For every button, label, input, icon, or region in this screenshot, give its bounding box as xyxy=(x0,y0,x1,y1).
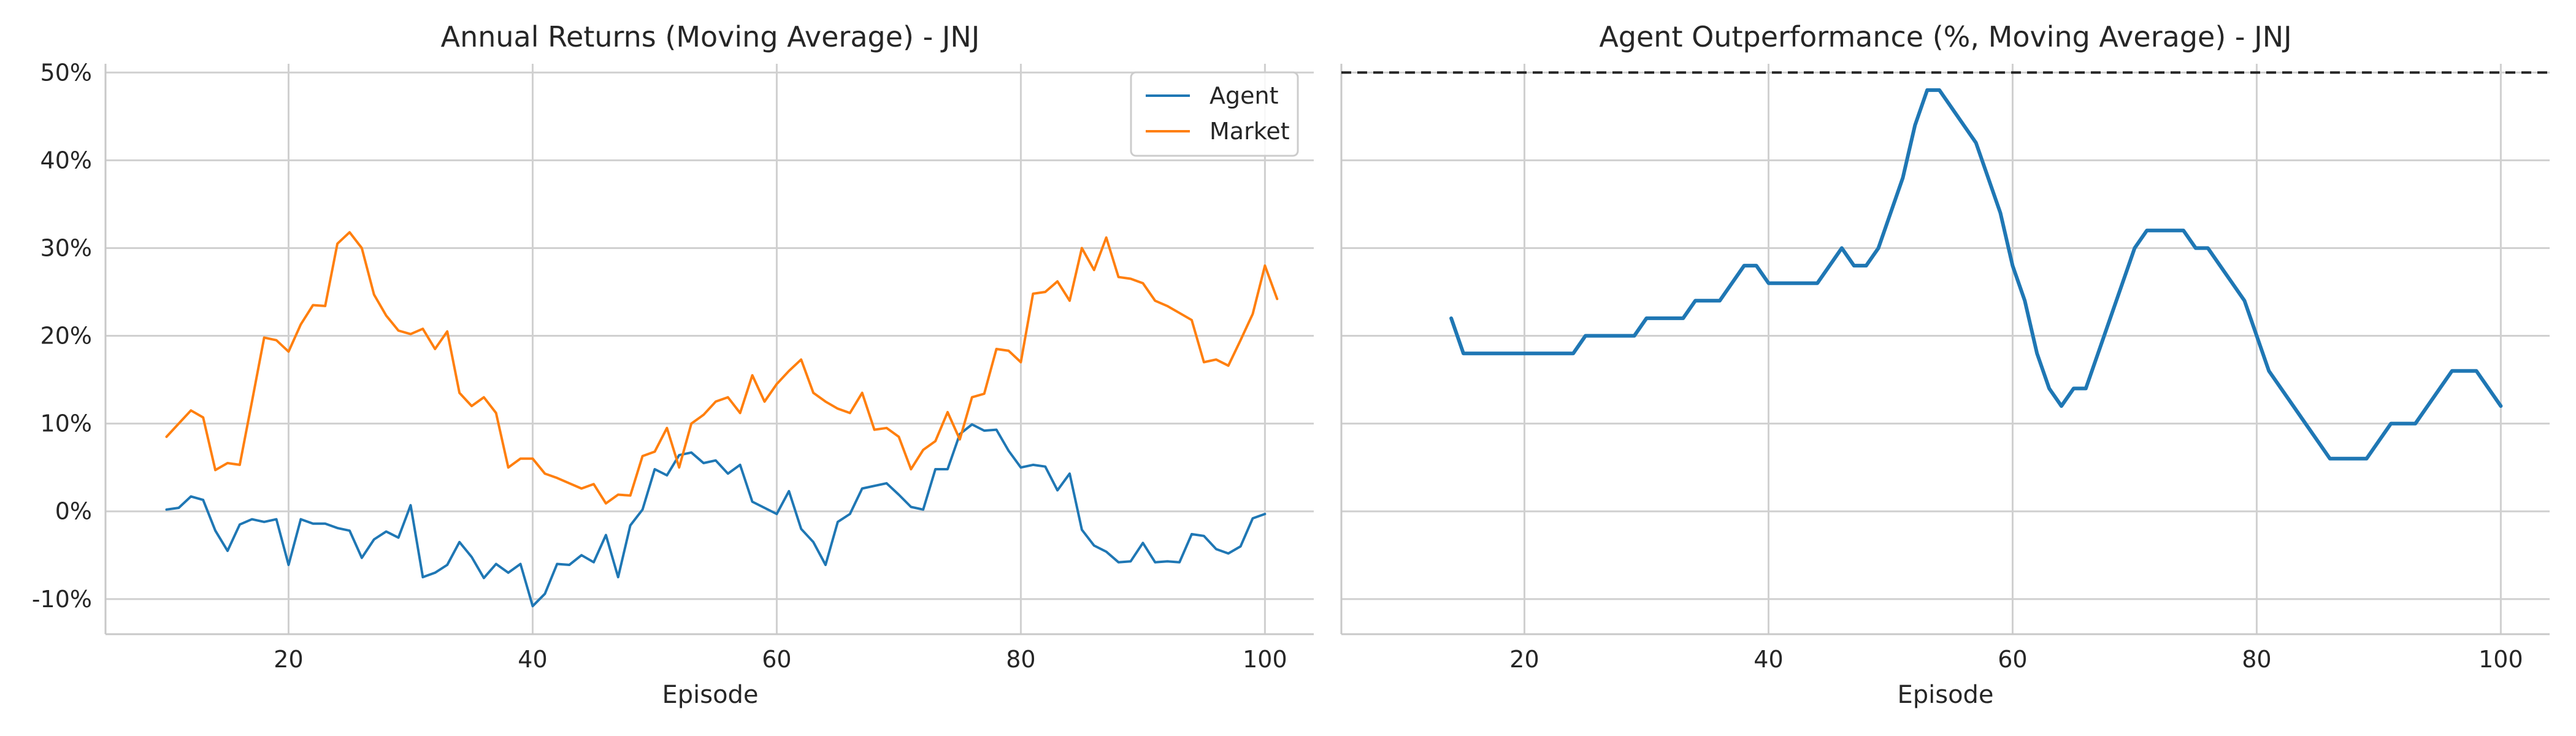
returns-chart-legend: Agent Market xyxy=(1130,71,1299,157)
returns-y-tick-label: -10% xyxy=(32,586,92,613)
returns-x-tick-label: 80 xyxy=(1006,646,1035,673)
returns-y-tick-label: 50% xyxy=(40,59,92,86)
legend-label-agent: Agent xyxy=(1209,82,1278,109)
outperformance-chart-x-ticks: 20 40 60 80 100 xyxy=(1509,646,2523,673)
returns-chart-x-ticks: 20 40 60 80 100 xyxy=(274,646,1287,673)
outperformance-chart-title: Agent Outperformance (%, Moving Average)… xyxy=(1599,20,2291,53)
returns-x-tick-label: 100 xyxy=(1243,646,1287,673)
outperformance-chart-axes xyxy=(1340,64,2550,635)
returns-chart: Annual Returns (Moving Average) - JNJ -1… xyxy=(32,20,1314,709)
returns-y-tick-label: 40% xyxy=(40,147,92,174)
series-line-market xyxy=(165,231,1279,505)
returns-chart-y-ticks: -10% 0% 10% 20% 30% 40% 50% xyxy=(32,59,92,612)
outperformance-x-tick-label: 20 xyxy=(1509,646,1539,673)
outperformance-chart: Agent Outperformance (%, Moving Average)… xyxy=(1340,20,2550,709)
outperformance-chart-x-label: Episode xyxy=(1897,681,1993,709)
returns-y-tick-label: 30% xyxy=(40,234,92,261)
outperformance-x-tick-label: 40 xyxy=(1754,646,1783,673)
returns-y-tick-label: 10% xyxy=(40,410,92,437)
returns-y-tick-label: 20% xyxy=(40,323,92,350)
legend-frame xyxy=(1130,71,1299,157)
outperformance-line xyxy=(1449,88,2503,461)
returns-chart-x-label: Episode xyxy=(662,681,758,709)
returns-chart-series xyxy=(165,231,1279,608)
outperformance-chart-series xyxy=(1449,88,2503,461)
outperformance-x-tick-label: 80 xyxy=(2242,646,2271,673)
legend-label-market: Market xyxy=(1209,118,1290,145)
returns-x-tick-label: 60 xyxy=(762,646,791,673)
returns-chart-axes xyxy=(104,64,1314,635)
returns-y-tick-label: 0% xyxy=(55,498,92,525)
series-line-agent xyxy=(165,423,1267,608)
returns-x-tick-label: 20 xyxy=(274,646,303,673)
outperformance-x-tick-label: 100 xyxy=(2478,646,2523,673)
outperformance-x-tick-label: 60 xyxy=(1998,646,2027,673)
returns-chart-title: Annual Returns (Moving Average) - JNJ xyxy=(441,20,980,53)
returns-x-tick-label: 40 xyxy=(518,646,547,673)
